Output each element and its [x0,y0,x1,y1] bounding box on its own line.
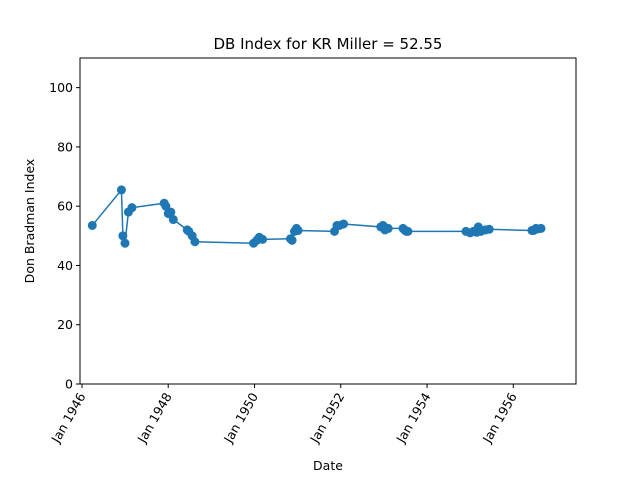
data-point [287,235,297,245]
y-tick-label: 20 [57,317,73,332]
x-axis: Jan 1946 Jan 1948 Jan 1950 Jan 1952 Jan 1954… [48,384,520,446]
y-tick-label: 80 [57,139,73,154]
chart-title: DB Index for KR Miller = 52.55 [214,35,443,53]
x-tick-label: Jan 1950 [220,390,261,446]
data-point [166,207,176,217]
data-point [116,185,126,195]
x-tick-label: Jan 1952 [306,390,347,446]
x-tick-label: Jan 1948 [134,390,175,446]
data-point [339,219,349,229]
data-point [118,231,128,241]
y-tick-label: 100 [49,80,73,95]
data-point [403,226,413,236]
data-point [536,223,546,233]
x-tick-label: Jan 1954 [393,390,434,446]
data-point [120,238,130,248]
data-point [293,225,303,235]
data-point [383,223,393,233]
plot-frame [79,57,577,385]
data-point [127,203,137,213]
data-point [258,234,268,244]
y-axis: 0 20 40 60 80 100 [49,80,80,392]
series-layer [87,185,546,248]
data-point [168,215,178,225]
y-tick-label: 40 [57,258,73,273]
data-point [484,224,494,234]
data-point [161,201,171,211]
x-tick-label: Jan 1946 [48,390,89,446]
x-tick-label: Jan 1956 [479,390,520,446]
data-point [190,237,200,247]
y-tick-label: 60 [57,199,73,214]
data-point [87,220,97,230]
x-axis-label: Date [313,458,343,473]
y-axis-label: Don Bradman Index [22,159,37,284]
y-tick-label: 0 [65,377,73,392]
